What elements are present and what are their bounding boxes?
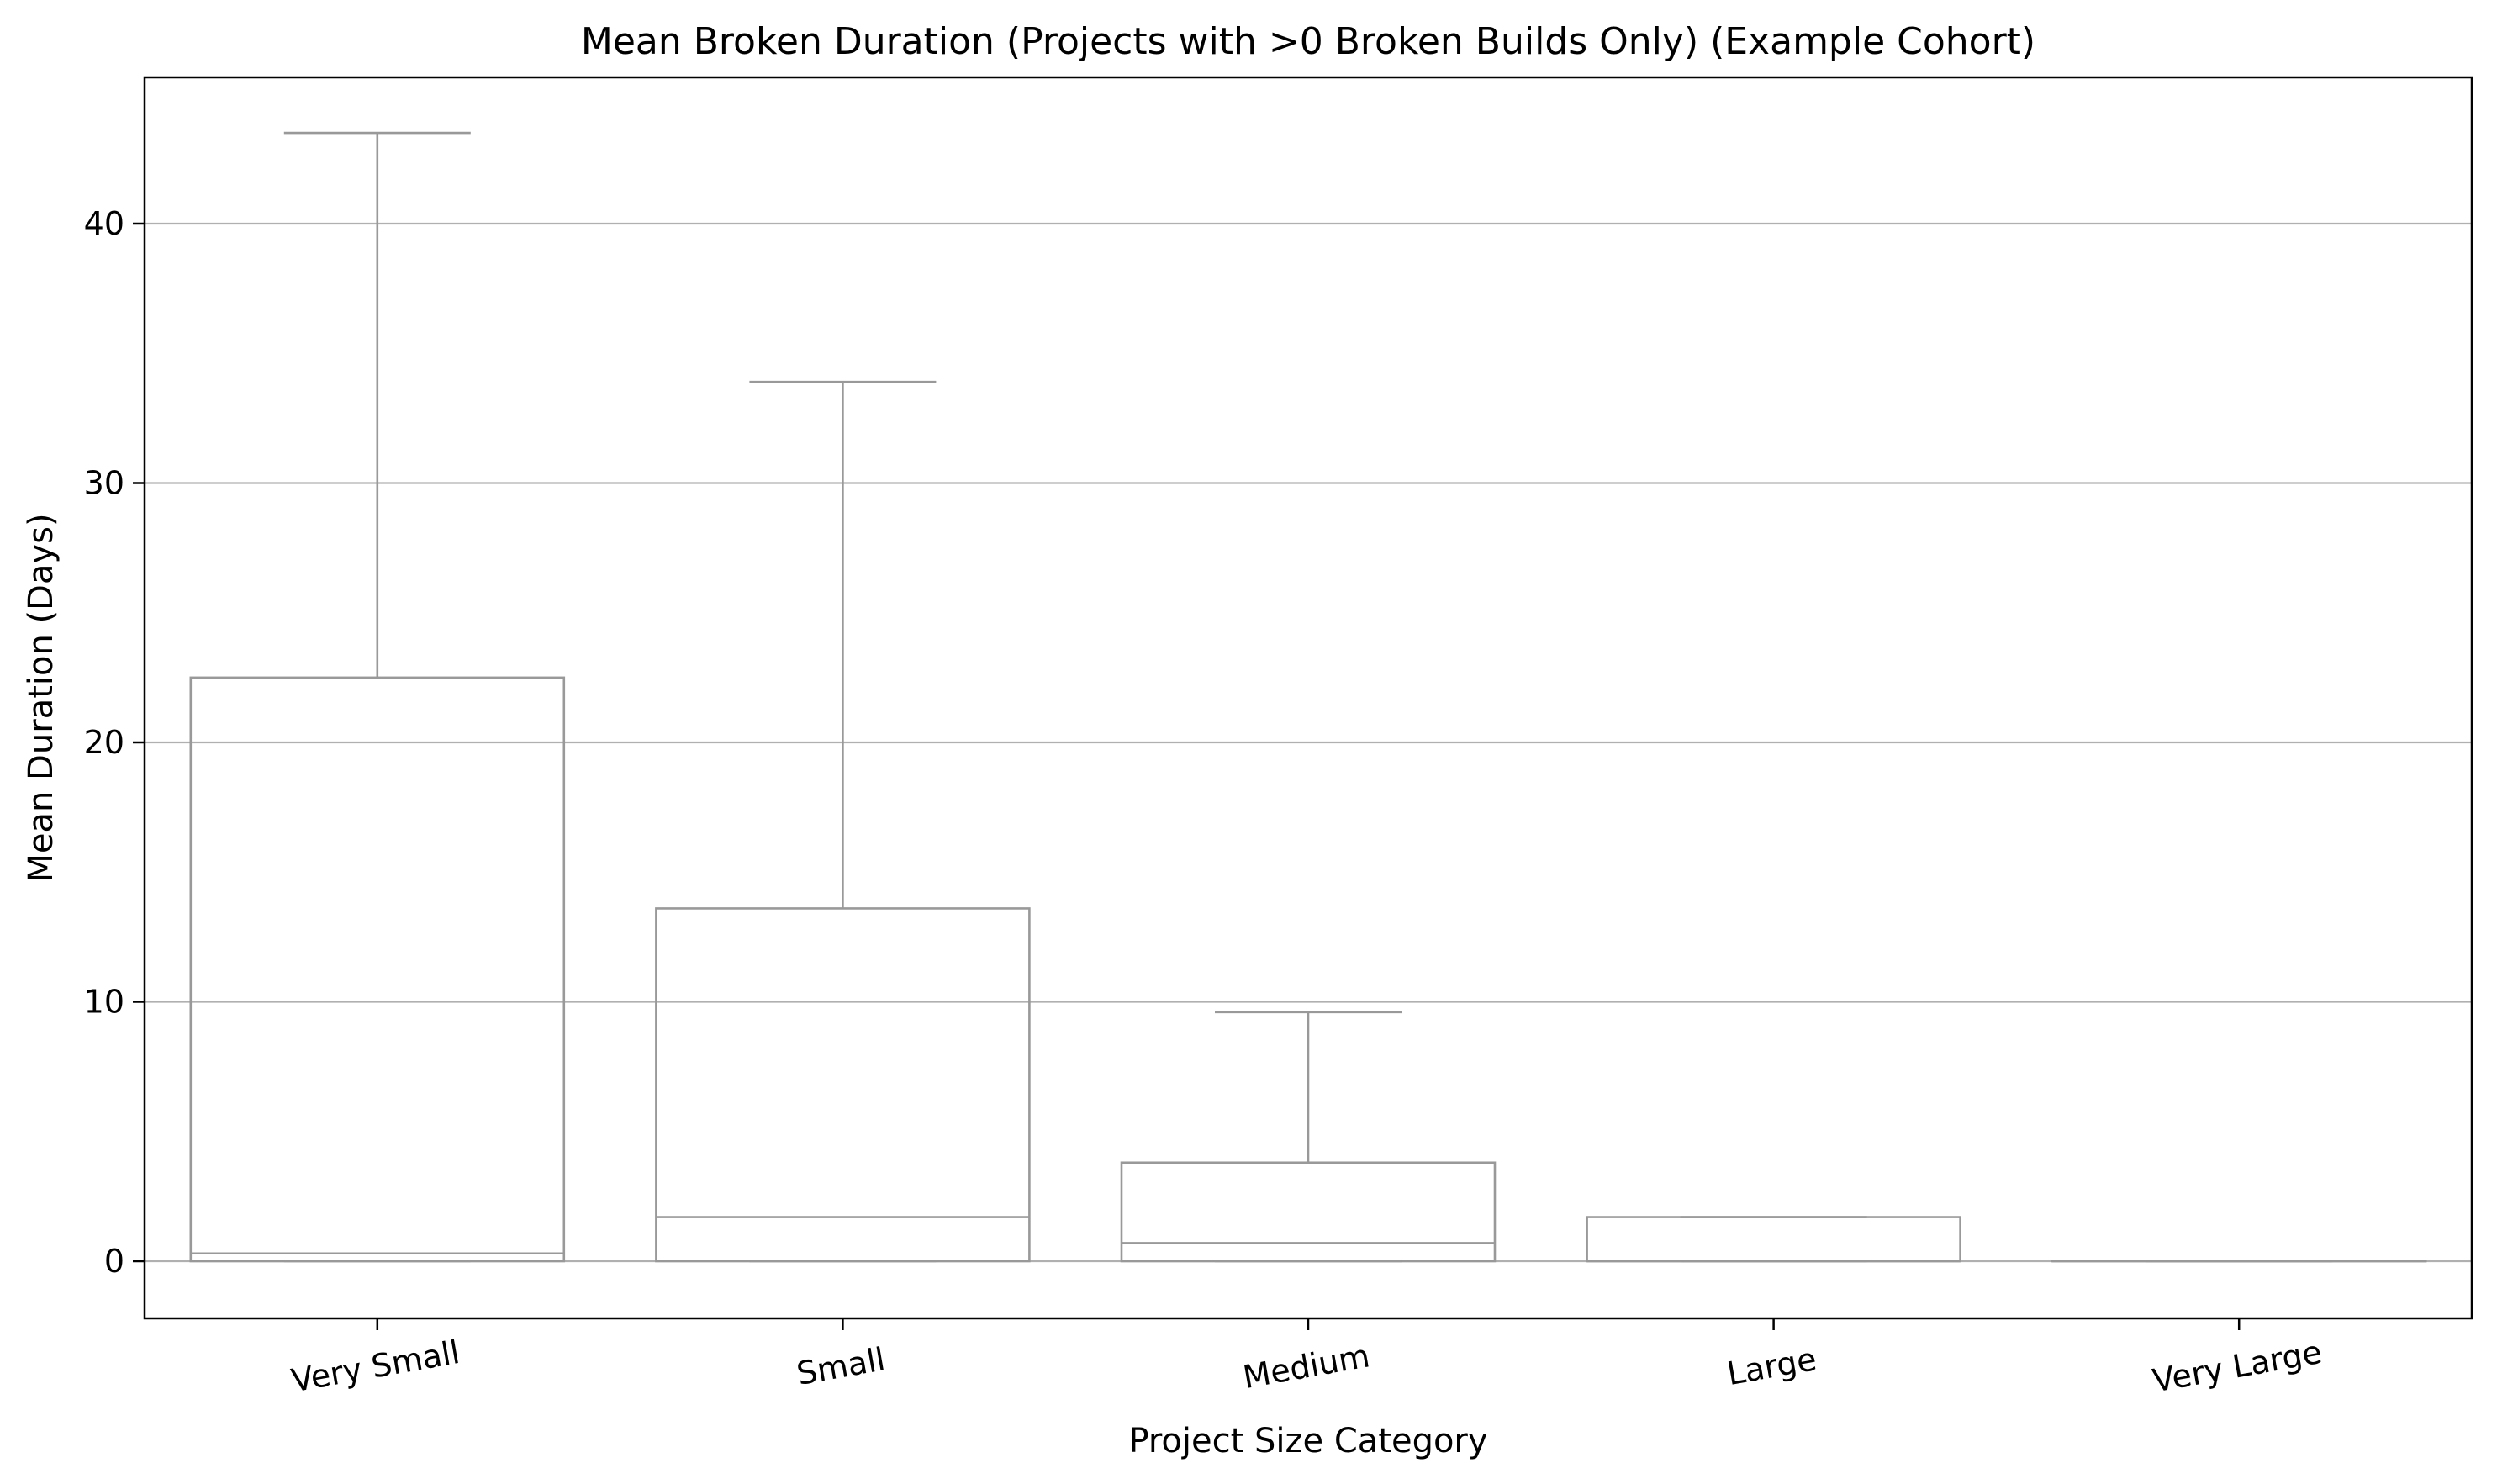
y-axis-label: Mean Duration (Days): [22, 513, 61, 882]
y-tick-label-30: 30: [84, 465, 124, 502]
y-axis: 0 10 20 30 40: [84, 205, 145, 1280]
y-tick-label-10: 10: [84, 984, 124, 1021]
box-very-small: [189, 131, 566, 1263]
x-axis-label: Project Size Category: [1128, 1422, 1487, 1460]
chart-title: Mean Broken Duration (Projects with >0 B…: [581, 20, 2035, 63]
y-tick-label-20: 20: [84, 724, 124, 761]
box-medium: [1120, 1011, 1497, 1263]
box-iqr-medium: [1120, 1161, 1497, 1263]
y-tick-label-0: 0: [104, 1243, 124, 1280]
box-plots: [189, 131, 2427, 1263]
box-large: [1586, 1216, 1961, 1263]
y-tick-label-40: 40: [84, 205, 124, 242]
box-small: [655, 380, 1031, 1263]
box-iqr-small: [655, 907, 1031, 1263]
box-iqr-very-small: [189, 676, 566, 1263]
